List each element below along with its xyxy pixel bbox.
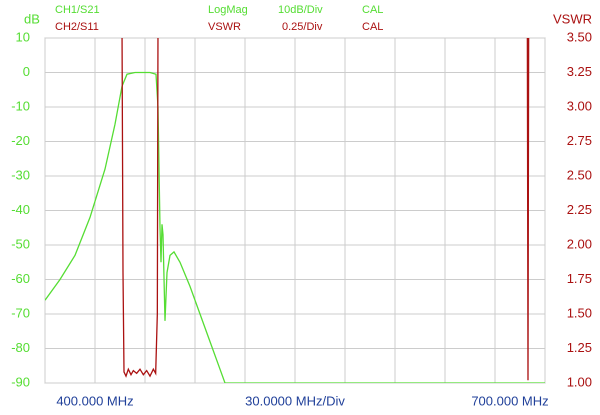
y2-tick-label: 2.25 bbox=[567, 202, 592, 217]
y-tick-label: -40 bbox=[11, 202, 30, 217]
y-tick-label: -10 bbox=[11, 98, 30, 113]
y2-tick-label: 1.75 bbox=[567, 271, 592, 286]
y2-tick-label: 3.00 bbox=[567, 98, 592, 113]
y2-tick-label: 2.75 bbox=[567, 133, 592, 148]
y-axis-title: dB bbox=[24, 11, 40, 26]
y2-tick-label: 1.00 bbox=[567, 374, 592, 389]
plot-area bbox=[45, 38, 545, 383]
y2-tick-label: 2.00 bbox=[567, 236, 592, 251]
y2-tick-label: 3.50 bbox=[567, 29, 592, 44]
y-tick-label: 0 bbox=[23, 64, 30, 79]
channel-name: CH2/S11 bbox=[55, 21, 99, 33]
y2-tick-label: 1.50 bbox=[567, 305, 592, 320]
y-tick-label: -30 bbox=[11, 167, 30, 182]
channel-scale: 0.25/Div bbox=[282, 21, 323, 33]
y-tick-label: -90 bbox=[11, 374, 30, 389]
y-tick-label: -70 bbox=[11, 305, 30, 320]
y-tick-label: -60 bbox=[11, 271, 30, 286]
y2-tick-label: 2.50 bbox=[567, 167, 592, 182]
y2-axis-title: VSWR bbox=[553, 11, 592, 26]
x-tick-label: 700.000 MHz bbox=[471, 393, 548, 408]
channel-status: CAL bbox=[362, 21, 383, 33]
y2-tick-label: 3.25 bbox=[567, 64, 592, 79]
y-tick-label: -50 bbox=[11, 236, 30, 251]
trace-line bbox=[45, 71, 545, 383]
x-scale-label: 30.0000 MHz/Div bbox=[245, 393, 345, 408]
y-tick-label: -20 bbox=[11, 133, 30, 148]
channel-name: CH1/S21 bbox=[55, 4, 100, 16]
y2-tick-label: 1.25 bbox=[567, 340, 592, 355]
channel-format: VSWR bbox=[208, 21, 241, 33]
trace-line bbox=[121, 38, 530, 381]
channel-format: LogMag bbox=[208, 4, 248, 16]
y-tick-label: 10 bbox=[16, 29, 30, 44]
y-tick-label: -80 bbox=[11, 340, 30, 355]
channel-status: CAL bbox=[362, 4, 383, 16]
x-tick-label: 400.000 MHz bbox=[56, 393, 133, 408]
channel-scale: 10dB/Div bbox=[278, 4, 323, 16]
